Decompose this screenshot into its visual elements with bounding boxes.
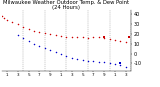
Point — [16, 23, 19, 25]
Point — [97, 61, 100, 62]
Point — [27, 40, 30, 42]
Point — [22, 26, 24, 28]
Point — [54, 51, 57, 52]
Point — [60, 35, 62, 37]
Point — [81, 36, 84, 38]
Point — [92, 36, 95, 38]
Point — [22, 37, 24, 39]
Point — [97, 36, 100, 38]
Point — [76, 36, 78, 38]
Point — [71, 57, 73, 58]
Title: Milwaukee Weather Outdoor Temp. & Dew Point (24 Hours): Milwaukee Weather Outdoor Temp. & Dew Po… — [3, 0, 129, 10]
Point — [33, 43, 35, 45]
Point — [108, 38, 111, 40]
Point — [33, 30, 35, 32]
Point — [38, 45, 41, 46]
Point — [87, 37, 89, 39]
Point — [38, 31, 41, 33]
Point — [87, 60, 89, 61]
Point — [119, 40, 122, 42]
Point — [114, 64, 116, 65]
Point — [103, 36, 105, 38]
Point — [103, 62, 105, 63]
Point — [3, 18, 6, 19]
Point — [16, 34, 19, 36]
Point — [124, 67, 127, 68]
Point — [114, 39, 116, 41]
Point — [65, 55, 68, 56]
Point — [27, 28, 30, 30]
Point — [49, 33, 52, 35]
Point — [54, 34, 57, 36]
Point — [11, 21, 14, 23]
Point — [124, 41, 127, 43]
Point — [127, 36, 130, 38]
Point — [65, 36, 68, 38]
Point — [119, 63, 122, 64]
Point — [103, 37, 105, 39]
Point — [49, 49, 52, 50]
Point — [0, 16, 3, 17]
Point — [92, 60, 95, 61]
Point — [108, 63, 111, 64]
Point — [44, 32, 46, 34]
Point — [81, 59, 84, 60]
Point — [44, 47, 46, 48]
Point — [60, 53, 62, 54]
Point — [119, 65, 122, 66]
Point — [6, 20, 8, 21]
Point — [71, 36, 73, 38]
Point — [76, 58, 78, 59]
